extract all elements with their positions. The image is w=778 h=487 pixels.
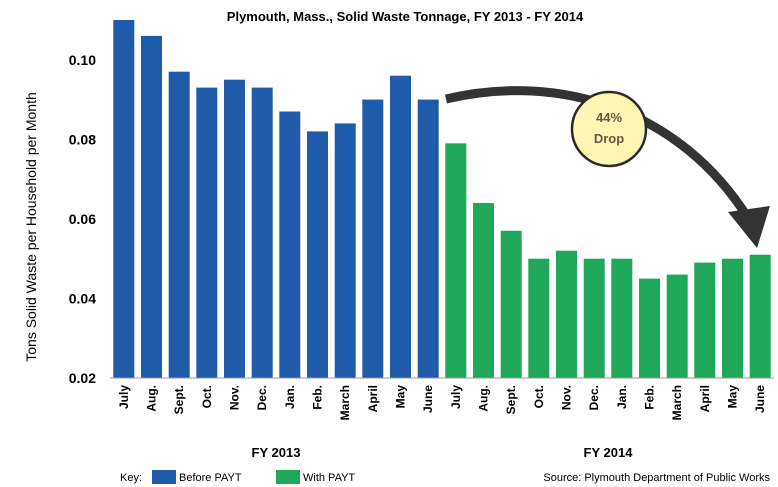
legend-swatch-before (152, 470, 176, 484)
x-tick-label: June (421, 385, 435, 413)
bar-before-payt (168, 71, 190, 378)
y-tick-label: 0.02 (69, 370, 96, 386)
drop-circle (570, 90, 648, 168)
legend-key-label: Key: (120, 472, 142, 484)
x-tick-label: Dec. (255, 385, 269, 410)
x-tick-label: Sept. (504, 385, 518, 414)
legend-label-before: Before PAYT (179, 472, 242, 484)
x-tick-label: July (449, 385, 463, 409)
drop-annotation: 44% Drop (444, 86, 770, 248)
bar-before-payt (279, 111, 301, 378)
y-ticks: 0.02 0.04 0.06 0.08 0.10 (69, 52, 96, 386)
y-tick-label: 0.06 (69, 211, 96, 227)
x-tick-label: Nov. (560, 385, 574, 410)
bar-before-payt (196, 87, 218, 378)
bar-with-payt (722, 258, 743, 378)
bar-with-payt (556, 250, 577, 378)
bar-before-payt (417, 99, 439, 378)
bar-with-payt (639, 278, 660, 378)
x-tick-label: March (670, 385, 684, 420)
x-tick-label: Oct. (532, 385, 546, 408)
bar-before-payt (334, 123, 356, 379)
x-tick-label: Oct. (200, 385, 214, 408)
x-tick-label: Jan. (283, 385, 297, 409)
bar-before-payt (113, 20, 135, 378)
x-tick-label: April (366, 385, 380, 412)
x-tick-label: July (117, 385, 131, 409)
legend: Key: Before PAYT With PAYT (120, 470, 355, 484)
bar-before-payt (390, 75, 411, 378)
x-tick-label: June (753, 385, 767, 413)
group-label-fy2014: FY 2014 (584, 445, 634, 460)
legend-label-with: With PAYT (303, 472, 355, 484)
bar-with-payt (611, 258, 633, 378)
bar-before-payt (307, 131, 328, 378)
x-tick-label: May (394, 385, 408, 409)
drop-label: Drop (594, 131, 624, 146)
chart-title: Plymouth, Mass., Solid Waste Tonnage, FY… (227, 9, 584, 24)
group-label-fy2013: FY 2013 (252, 445, 301, 460)
y-axis-label: Tons Solid Waste per Household per Month (23, 92, 39, 362)
x-tick-label: April (698, 385, 712, 412)
bar-before-payt (362, 99, 384, 378)
bar-with-payt (473, 203, 494, 378)
bar-before-payt (251, 87, 273, 378)
y-tick-label: 0.08 (69, 131, 96, 147)
x-tick-label: Jan. (615, 385, 629, 409)
x-tick-label: Feb. (311, 385, 325, 410)
x-tick-label: Nov. (228, 385, 242, 410)
x-tick-label: Aug. (477, 385, 491, 412)
bar-before-payt (224, 79, 245, 378)
bar-with-payt (500, 230, 522, 378)
bar-with-payt (445, 143, 467, 378)
drop-percent: 44% (596, 110, 622, 125)
source-note: Source: Plymouth Department of Public Wo… (543, 472, 770, 484)
bar-with-payt (583, 258, 605, 378)
x-tick-label: March (338, 385, 352, 420)
x-tick-label: Feb. (643, 385, 657, 410)
x-ticks: July Aug. Sept. Oct. Nov. Dec. Jan. Feb. March Ap… (117, 385, 767, 421)
y-tick-label: 0.04 (69, 290, 96, 306)
x-tick-label: Dec. (587, 385, 601, 410)
drop-arrowhead (728, 206, 770, 248)
x-tick-label: Aug. (145, 385, 159, 412)
bar-with-payt (749, 254, 771, 378)
bar-with-payt (666, 274, 688, 378)
bars (113, 20, 771, 379)
x-tick-label: May (726, 385, 740, 409)
bar-with-payt (694, 262, 716, 378)
x-tick-label: Sept. (172, 385, 186, 414)
bar-with-payt (528, 258, 550, 378)
legend-swatch-with (276, 470, 300, 484)
bar-before-payt (141, 35, 162, 379)
y-tick-label: 0.10 (69, 52, 96, 68)
